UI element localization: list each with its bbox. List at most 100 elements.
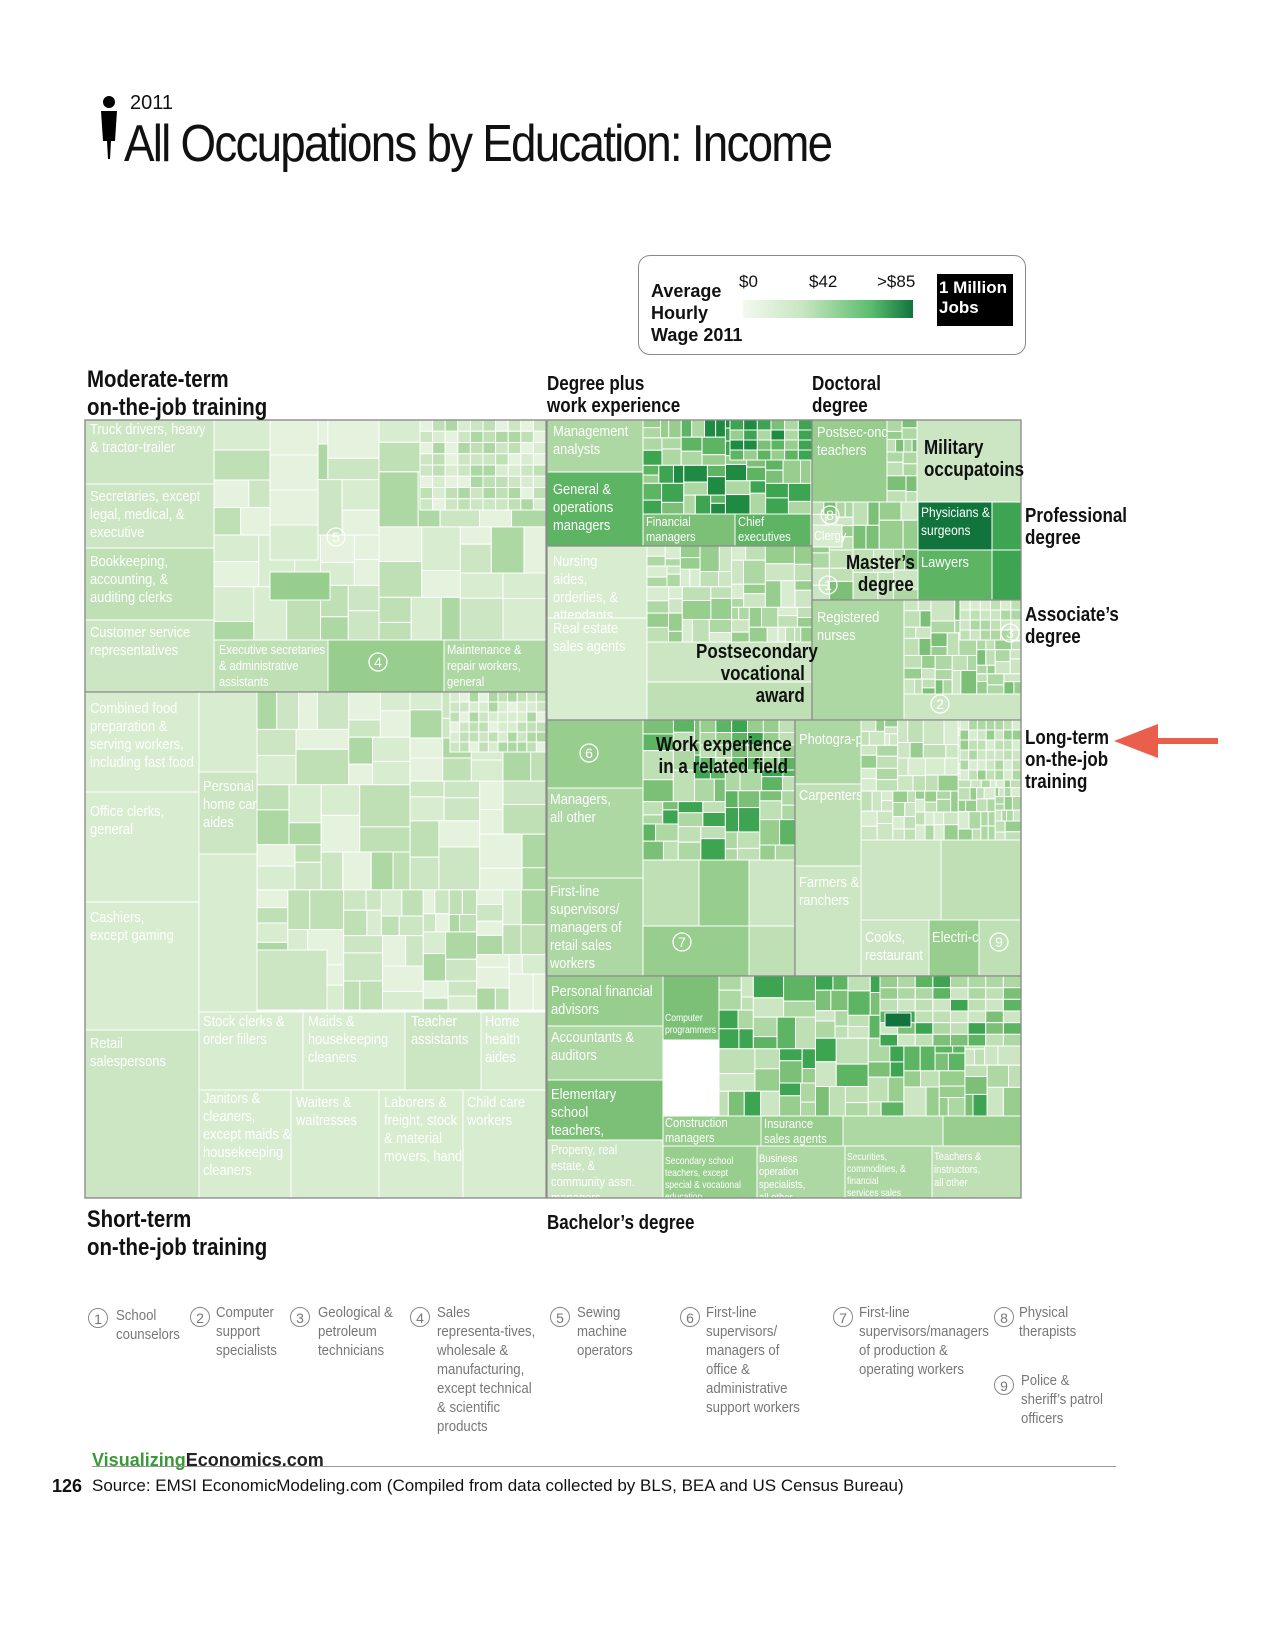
treemap-cell — [448, 914, 460, 933]
treemap-cell — [462, 1089, 547, 1199]
treemap-cell — [664, 545, 681, 560]
treemap-cell — [781, 776, 796, 792]
treemap-cell — [459, 711, 470, 723]
treemap-cell — [770, 439, 786, 451]
treemap-cell — [457, 442, 471, 455]
treemap-cell — [342, 851, 372, 891]
treemap-cell — [886, 451, 904, 463]
treemap-cell — [469, 419, 484, 432]
treemap-cell — [507, 430, 522, 443]
treemap-cell — [747, 719, 764, 733]
treemap-cell — [520, 419, 534, 432]
treemap-cell — [198, 853, 258, 1013]
treemap-cell — [660, 419, 670, 439]
treemap-cell — [646, 545, 666, 557]
treemap-cell — [924, 811, 935, 826]
treemap-cell — [834, 1025, 849, 1039]
treemap-cell — [1010, 609, 1022, 621]
footnote-marker: 6 — [579, 743, 599, 763]
group-label-vocational: Postsecondary vocational award — [696, 641, 818, 707]
treemap-cell — [295, 728, 350, 750]
treemap-cell — [743, 559, 766, 585]
treemap-cell — [765, 469, 784, 484]
treemap-cell — [535, 691, 547, 703]
treemap-cell — [738, 807, 761, 833]
treemap-cell — [781, 804, 796, 821]
treemap-cell — [479, 809, 504, 835]
legend-tick-mid: $42 — [809, 272, 838, 291]
footnote-marker: 2 — [930, 694, 950, 714]
treemap-cell — [495, 487, 509, 500]
treemap-cell — [642, 925, 750, 977]
treemap-cell — [779, 1095, 802, 1117]
treemap-cell — [658, 464, 674, 484]
treemap-cell — [444, 430, 459, 443]
occupation-label: Chief executives — [738, 514, 791, 544]
treemap-cell — [419, 498, 434, 511]
treemap-cell — [797, 439, 813, 451]
treemap-cell — [372, 736, 411, 762]
treemap-cell — [642, 427, 662, 439]
treemap-cell — [889, 1061, 905, 1078]
treemap-cell — [875, 779, 899, 792]
treemap-cell — [976, 739, 987, 751]
treemap-cell — [523, 526, 547, 574]
treemap-cell — [507, 498, 522, 511]
treemap-cell — [933, 824, 945, 841]
treemap-cell — [752, 975, 785, 999]
treemap-cell — [468, 731, 480, 743]
treemap-cell — [698, 859, 750, 927]
treemap-cell — [546, 617, 648, 721]
treemap-cell — [699, 545, 720, 573]
group-label-degree-plus: Degree plus work experience — [547, 373, 681, 417]
treemap-cell — [546, 471, 644, 547]
treemap-cell — [867, 1061, 891, 1078]
treemap-cell — [1011, 749, 1022, 761]
treemap-cell — [694, 778, 715, 803]
treemap-cell — [520, 475, 534, 488]
treemap-cell — [459, 721, 470, 733]
treemap-cell — [814, 1010, 836, 1022]
treemap-cell — [886, 490, 907, 503]
treemap-cell — [316, 691, 350, 730]
treemap-cell — [479, 780, 504, 811]
footnote-marker: 8 — [820, 505, 840, 525]
treemap-cell — [943, 719, 959, 746]
group-label-military: Military occupatoins — [924, 437, 1025, 481]
occupation-label: Bookkeeping, accounting, & auditing clerks — [90, 552, 172, 605]
treemap-cell — [922, 744, 947, 759]
treemap-cell — [724, 807, 740, 833]
treemap-cell — [972, 1093, 988, 1117]
treemap-cell — [392, 851, 411, 891]
treemap-cell — [213, 419, 271, 451]
treemap-cell — [213, 449, 271, 481]
treemap-cell — [341, 479, 380, 511]
treemap-cell — [419, 442, 434, 455]
treemap-cell — [409, 757, 444, 782]
treemap-cell — [256, 784, 290, 811]
treemap-cell — [754, 1048, 781, 1070]
treemap-cell — [546, 787, 644, 879]
treemap-cell — [794, 865, 862, 977]
treemap-cell — [432, 475, 446, 488]
treemap-cell — [743, 1090, 762, 1117]
treemap-cell — [646, 626, 670, 643]
treemap-cell — [914, 987, 934, 1000]
treemap-cell — [787, 482, 812, 502]
treemap-cell — [432, 487, 446, 500]
treemap-cell — [507, 691, 518, 703]
treemap-cell — [731, 606, 740, 621]
treemap-cell — [482, 453, 497, 466]
treemap-cell — [256, 949, 328, 1011]
treemap-cell — [784, 419, 799, 431]
treemap-cell — [959, 729, 970, 741]
treemap-cell — [256, 809, 290, 846]
treemap-cell — [1003, 749, 1013, 761]
svg-text:1: 1 — [824, 577, 832, 593]
treemap-cell — [796, 616, 813, 628]
treemap-cell — [766, 626, 779, 643]
treemap-cell — [966, 654, 978, 672]
treemap-cell — [655, 823, 679, 842]
treemap-cell — [495, 464, 509, 477]
svg-text:2: 2 — [936, 696, 944, 712]
